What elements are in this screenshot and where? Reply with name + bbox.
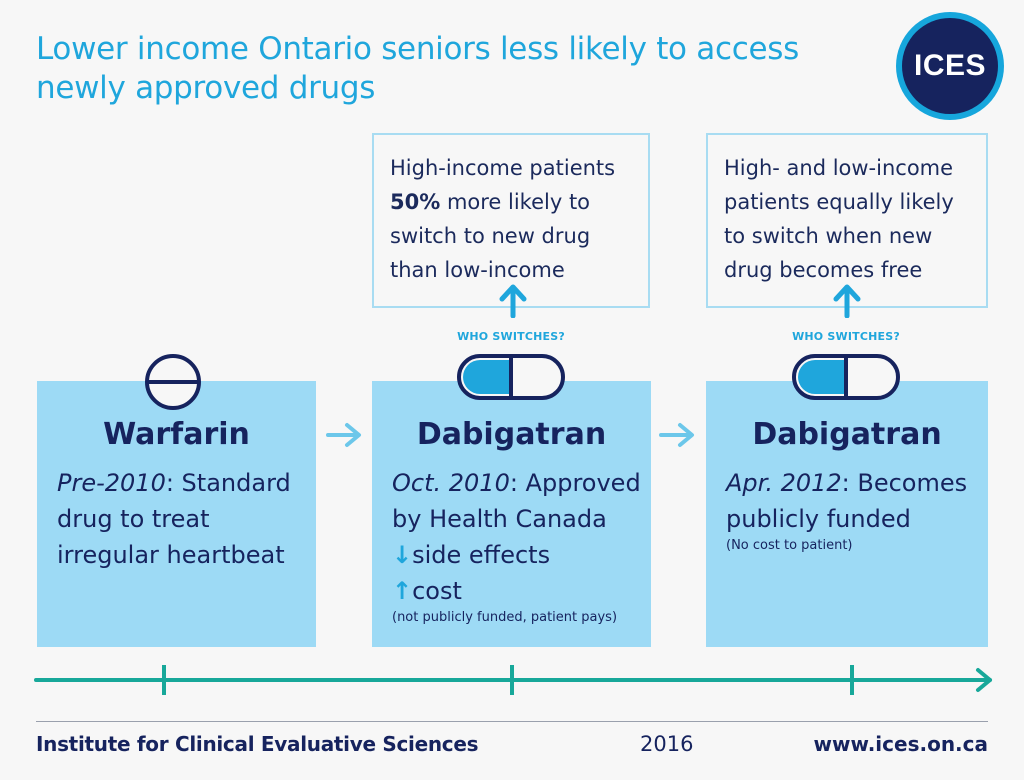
drug-name: Dabigatran [416,417,607,452]
footer-year: 2016 [640,732,694,756]
desc-line: drug to treat [57,505,210,533]
desc-text: : Becomes [841,469,968,497]
callout-line-rest: more likely to [440,190,591,214]
ices-logo[interactable]: ICES [896,12,1004,120]
desc-text: : Approved [509,469,641,497]
footer-url-link[interactable]: www.ices.on.ca [813,732,988,756]
desc-line: irregular heartbeat [57,541,285,569]
callout-line: High-income patients [390,156,616,180]
footer-org: Institute for Clinical Evaluative Scienc… [36,732,479,756]
panel-description: Oct. 2010: Approved by Health Canada ↓si… [392,465,643,627]
desc-line: publicly funded [726,505,911,533]
down-arrow-icon: ↓ [392,541,413,569]
callout-highlight: 50% [390,190,441,214]
right-arrow-icon [326,423,361,447]
cost-text: cost [412,577,462,605]
capsule-icon [457,354,565,400]
callout-line: than low-income [390,258,565,282]
date-label: Apr. 2012 [726,469,842,497]
callout-line: patients equally likely [724,190,954,214]
page-title: Lower income Ontario seniors less likely… [36,31,799,106]
up-arrow-icon [499,284,527,318]
footer-divider [36,721,988,722]
desc-line: Apr. 2012: Becomes [726,465,980,501]
callout-line: 50% more likely to [390,185,634,219]
callout-line: to switch when new [724,224,933,248]
tablet-icon [145,354,201,410]
panel-dabigatran-approved: Dabigatran Oct. 2010: Approved by Health… [372,381,651,647]
side-effects-text: side effects [412,541,551,569]
panel-note: (not publicly funded, patient pays) [392,610,618,625]
capsule-icon [792,354,900,400]
date-label: Pre-2010 [57,469,166,497]
date-label: Oct. 2010 [392,469,510,497]
callout-equal-income: High- and low-income patients equally li… [706,133,988,308]
up-arrow-icon: ↑ [392,577,413,605]
up-arrow-icon [833,284,861,318]
panel-note: (No cost to patient) [726,538,853,553]
logo-circle: ICES [902,18,998,114]
panel-warfarin: Warfarin Pre-2010: Standard drug to trea… [37,381,316,647]
desc-line: ↓side effects [392,537,643,573]
panel-description: Pre-2010: Standard drug to treat irregul… [57,465,308,573]
who-switches-label: WHO SWITCHES? [792,330,900,343]
callout-line: High- and low-income [724,156,954,180]
drug-name: Dabigatran [752,417,942,452]
who-switches-label: WHO SWITCHES? [457,330,565,343]
callout-line: switch to new drug [390,224,591,248]
desc-line: Pre-2010: Standard [57,465,308,501]
desc-text: : Standard [165,469,291,497]
desc-line: by Health Canada [392,505,607,533]
right-arrow-icon [659,423,694,447]
logo-text: ICES [913,49,987,82]
desc-line: Oct. 2010: Approved [392,465,643,501]
drug-name: Warfarin [103,417,250,452]
callout-high-income: High-income patients 50% more likely to … [372,133,650,308]
desc-line: ↑cost [392,573,643,609]
timeline [34,665,992,695]
panel-description: Apr. 2012: Becomes publicly funded (No c… [726,465,980,555]
timeline-arrowhead [976,668,992,692]
callout-line: drug becomes free [724,258,923,282]
panel-dabigatran-funded: Dabigatran Apr. 2012: Becomes publicly f… [706,381,988,647]
